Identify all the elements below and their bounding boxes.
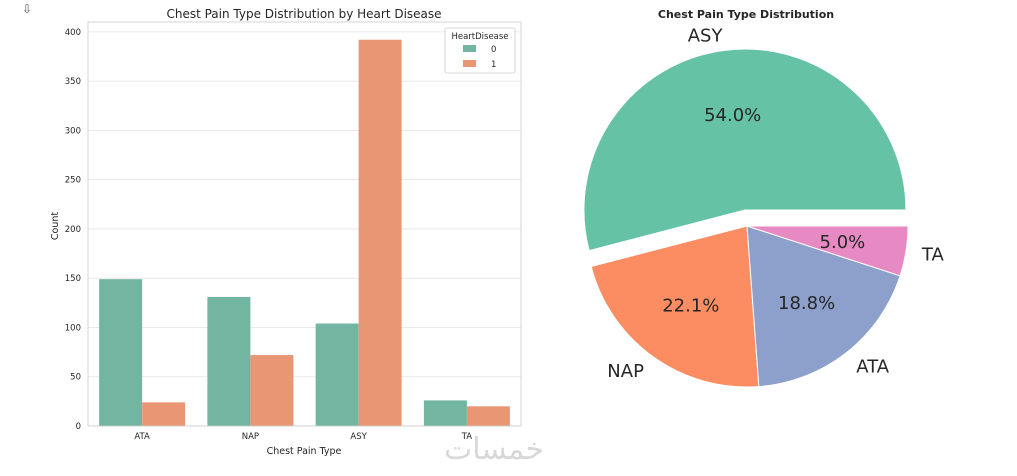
pie-category-label-ta: TA (921, 245, 945, 266)
pie-pct-label-asy: 54.0% (704, 105, 761, 126)
download-icon[interactable]: ⇩ (22, 2, 33, 16)
legend-swatch-1 (463, 60, 476, 67)
bar-ta-1 (466, 406, 510, 426)
bar-x-label: Chest Pain Type (267, 446, 342, 457)
bar-asy-0 (315, 323, 359, 426)
bar-y-tick-label: 150 (65, 274, 81, 284)
pie-slices (583, 48, 909, 388)
bar-y-tick-label: 0 (76, 422, 81, 432)
pie-labels: 54.0% ASY 22.1% NAP 18.8% ATA 5.0% TA (607, 25, 944, 382)
bar-y-tick-label: 250 (65, 176, 81, 186)
legend-label-1: 1 (491, 60, 496, 70)
bar-chart: Chest Pain Type Distribution by Heart Di… (50, 7, 522, 457)
bar-x-tick-label: ASY (350, 432, 367, 442)
bar-x-ticks: ATA NAP ASY TA (134, 432, 472, 442)
bar-gridlines (88, 31, 521, 427)
bar-ata-0 (99, 279, 143, 426)
bar-y-tick-label: 400 (65, 28, 81, 38)
legend-title: HeartDisease (451, 32, 508, 42)
bar-nap-1 (250, 355, 294, 426)
bar-x-tick-label: ATA (134, 432, 150, 442)
pie-slice-ta (746, 225, 909, 277)
bar-y-tick-label: 100 (65, 323, 81, 333)
bar-y-ticks: 0 50 100 150 200 250 300 350 400 (65, 28, 81, 432)
bar-asy-1 (358, 39, 402, 427)
bar-y-tick-label: 350 (65, 77, 81, 87)
pie-chart: Chest Pain Type Distribution 54.0% ASY 22.… (583, 8, 945, 388)
bar-ata-1 (142, 402, 186, 426)
bar-bars (99, 39, 510, 427)
pie-slice-ata (746, 225, 901, 388)
bar-y-label: Count (50, 212, 61, 240)
bar-x-tick-label: NAP (242, 432, 259, 442)
bar-y-tick-label: 300 (65, 126, 81, 136)
bar-x-tick-label: TA (461, 432, 473, 442)
bar-y-tick-label: 200 (65, 225, 81, 235)
legend-box (444, 27, 516, 74)
bar-legend: HeartDisease 0 1 (444, 27, 516, 74)
pie-pct-label-nap: 22.1% (662, 296, 719, 317)
bar-chart-title: Chest Pain Type Distribution by Heart Di… (166, 7, 441, 21)
pie-category-label-ata: ATA (856, 356, 890, 377)
pie-pct-label-ata: 18.8% (778, 293, 835, 314)
pie-category-label-asy: ASY (688, 25, 724, 46)
pie-pct-label-ta: 5.0% (820, 232, 866, 253)
watermark: خمسات (444, 432, 545, 467)
bar-nap-0 (207, 296, 251, 426)
bar-y-tick-label: 50 (70, 373, 81, 383)
bar-plot-frame (87, 21, 522, 427)
pie-category-label-nap: NAP (607, 361, 644, 382)
legend-label-0: 0 (491, 45, 496, 55)
bar-ta-0 (423, 400, 467, 426)
legend-swatch-0 (463, 45, 476, 52)
pie-slice-nap (590, 225, 760, 388)
pie-chart-title: Chest Pain Type Distribution (658, 8, 834, 21)
pie-slice-asy (583, 48, 907, 252)
